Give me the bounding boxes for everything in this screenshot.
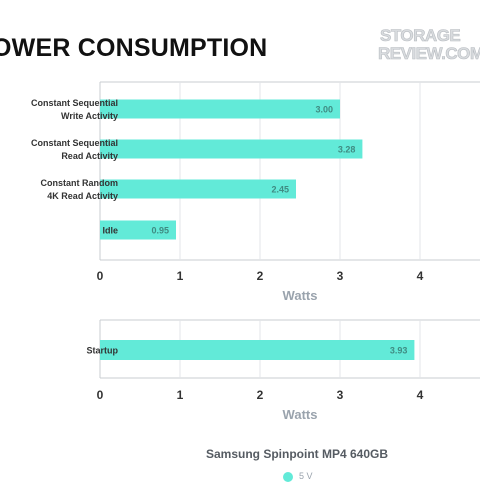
main-power-chart: 0 1 2 3 4 Watts 3.00 Constant Sequential Write A…: [31, 81, 480, 303]
x-tick-label: 2: [257, 388, 264, 402]
x-tick-label: 1: [177, 269, 184, 283]
legend-label: 5 V: [299, 471, 313, 481]
bar: [100, 99, 340, 119]
category-label: Idle: [102, 226, 118, 236]
storagereview-logo: STORAGE REVIEW.COM: [376, 24, 480, 64]
legend-swatch: [283, 472, 293, 482]
category-label: Constant Sequential: [31, 98, 118, 108]
x-tick-label: 2: [257, 269, 264, 283]
category-label: Constant Sequential: [31, 138, 118, 148]
x-tick-label: 4: [417, 388, 424, 402]
category-label: Constant Random: [41, 178, 119, 188]
bar-value-label: 3.28: [338, 145, 356, 155]
bar: [100, 139, 363, 159]
category-label: Read Activity: [61, 151, 118, 161]
x-tick-label: 0: [97, 388, 104, 402]
x-tick-label: 4: [417, 269, 424, 283]
startup-power-chart: 0 1 2 3 4 Watts 3.93 Startup: [87, 319, 480, 422]
bar-value-label: 3.93: [390, 346, 408, 356]
bar-value-label: 0.95: [151, 226, 169, 236]
svg-text:STORAGE: STORAGE: [380, 26, 460, 45]
bar: [100, 340, 415, 360]
svg-text:REVIEW.COM: REVIEW.COM: [378, 44, 480, 63]
legend-title: Samsung Spinpoint MP4 640GB: [206, 447, 389, 461]
x-tick-label: 3: [337, 388, 344, 402]
bar-value-label: 3.00: [315, 105, 333, 115]
bar-value-label: 2.45: [271, 185, 289, 195]
x-tick-label: 0: [97, 269, 104, 283]
bar: [100, 220, 176, 240]
chart-title: OWER CONSUMPTION: [0, 34, 268, 62]
x-axis-title: Watts: [283, 407, 318, 422]
x-tick-label: 1: [177, 388, 184, 402]
x-tick-label: 3: [337, 269, 344, 283]
category-label: 4K Read Activity: [47, 191, 118, 201]
category-label: Write Activity: [61, 111, 118, 121]
category-label: Startup: [87, 346, 119, 356]
bar: [100, 179, 296, 199]
x-axis-title: Watts: [283, 288, 318, 303]
